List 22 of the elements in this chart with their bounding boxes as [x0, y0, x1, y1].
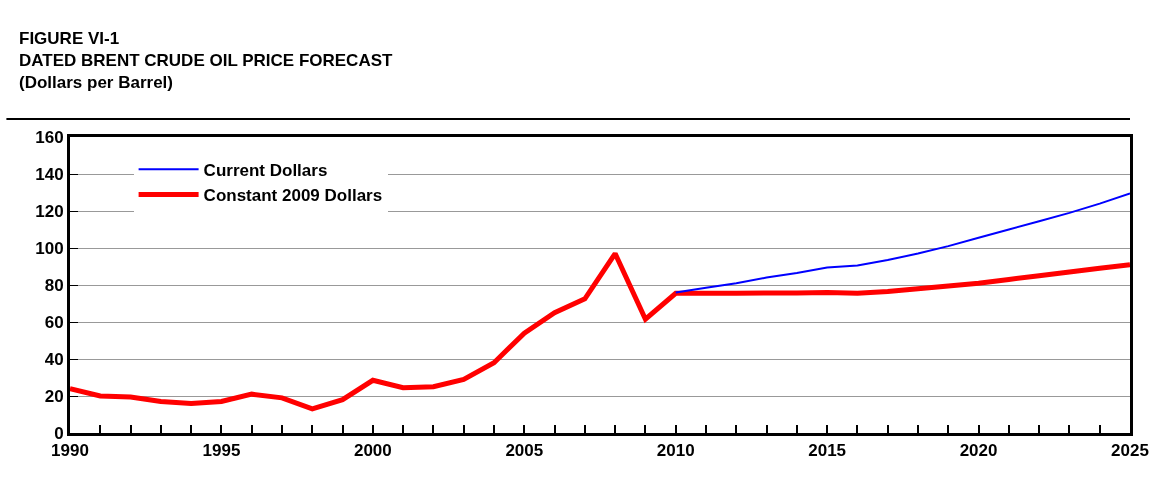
y-tick-label: 120	[35, 201, 64, 221]
x-tick-label: 1995	[202, 441, 241, 461]
legend-label: Constant 2009 Dollars	[203, 186, 383, 206]
y-tick-label: 60	[44, 312, 64, 332]
legend-label: Current Dollars	[203, 160, 328, 180]
x-tick-label: 2005	[505, 441, 544, 461]
x-tick-label: 2015	[808, 441, 847, 461]
y-tick-label: 100	[35, 238, 64, 258]
x-tick-label: 1990	[51, 441, 89, 461]
chart-subtitle: (Dollars per Barrel)	[19, 73, 173, 93]
x-tick-label: 2000	[353, 441, 392, 461]
chart-title: FIGURE VI-1 DATED BRENT CRUDE OIL PRICE FORECAST	[19, 29, 393, 71]
y-tick-label: 140	[35, 164, 64, 184]
line-series	[674, 192, 1130, 294]
x-tick-label: 2025	[1111, 441, 1149, 461]
y-tick-label: 80	[44, 275, 64, 295]
y-tick-label: 20	[44, 386, 64, 406]
y-tick-label: 160	[35, 127, 64, 147]
y-tick-label: 40	[44, 349, 64, 369]
x-tick-label: 2010	[656, 441, 695, 461]
x-tick-label: 2020	[959, 441, 998, 461]
y-tick-label: 0	[54, 423, 64, 443]
